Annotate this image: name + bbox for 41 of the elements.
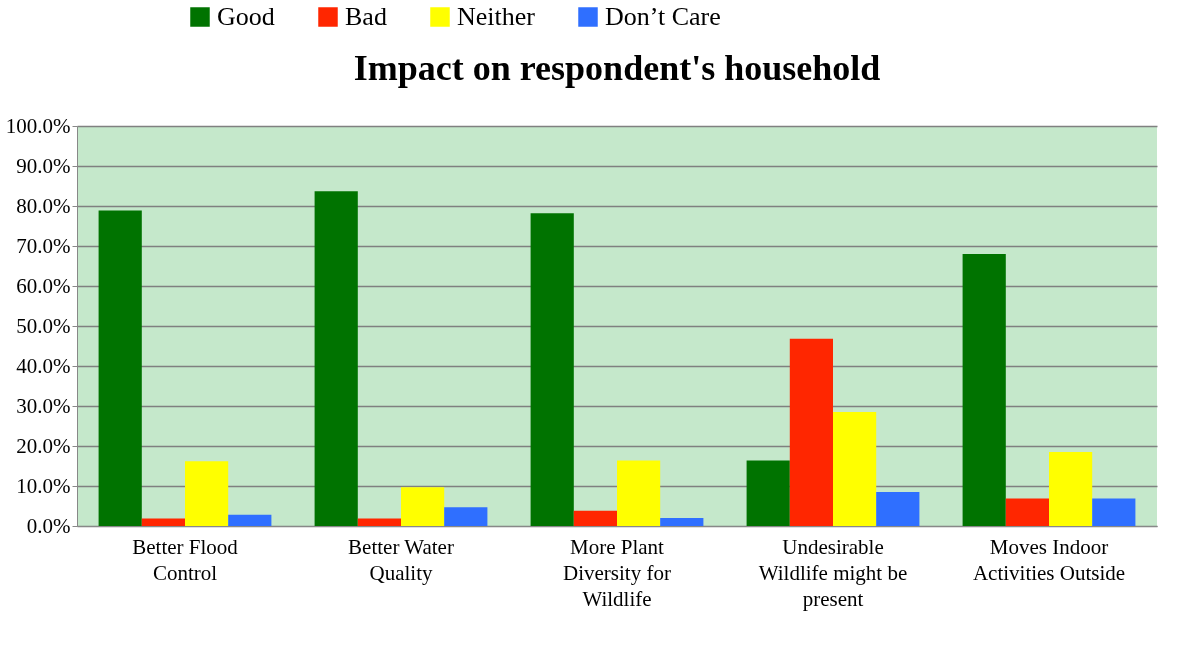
x-tick-label: Better Water Quality <box>348 534 454 585</box>
y-tick-label: 100.0% <box>5 113 71 138</box>
legend-label: Don’t Care <box>605 2 721 31</box>
bar <box>1092 498 1136 526</box>
y-tick-label: 40.0% <box>16 353 71 378</box>
x-tick-label: Moves Indoor Activities Outside <box>972 534 1126 585</box>
bar <box>1005 498 1049 526</box>
bar <box>1049 452 1093 526</box>
bar <box>833 412 877 526</box>
y-tick-label: 60.0% <box>16 273 71 298</box>
x-tick-label: More Plant Diversity for Wildlife <box>563 534 671 611</box>
bar <box>746 460 790 526</box>
legend-label: Bad <box>345 2 387 31</box>
y-tick-label: 30.0% <box>16 393 71 418</box>
bar <box>789 338 833 526</box>
bar <box>573 510 617 526</box>
y-tick-label: 10.0% <box>16 473 71 498</box>
bar <box>444 507 488 526</box>
legend-label: Neither <box>457 2 536 31</box>
y-tick-label: 80.0% <box>16 193 71 218</box>
bar <box>357 518 401 526</box>
bar <box>98 210 142 526</box>
bar <box>314 191 358 526</box>
bar <box>401 487 445 526</box>
bar <box>530 213 574 526</box>
bar <box>660 518 704 526</box>
x-tick-label: Better Flood Control <box>132 534 239 585</box>
y-tick-label: 0.0% <box>26 513 71 538</box>
y-tick-label: 50.0% <box>16 313 71 338</box>
bar <box>876 492 920 526</box>
bar <box>617 460 661 526</box>
legend-label: Good <box>217 2 275 31</box>
bar <box>185 461 229 526</box>
bar <box>141 518 185 526</box>
y-tick-label: 20.0% <box>16 433 71 458</box>
x-tick-label: Undesirable Wildlife might be present <box>758 534 908 611</box>
y-tick-label: 90.0% <box>16 153 71 178</box>
y-tick-label: 70.0% <box>16 233 71 258</box>
bar <box>228 514 272 526</box>
bar <box>962 254 1006 526</box>
chart-title: Impact on respondent's household <box>353 48 881 88</box>
